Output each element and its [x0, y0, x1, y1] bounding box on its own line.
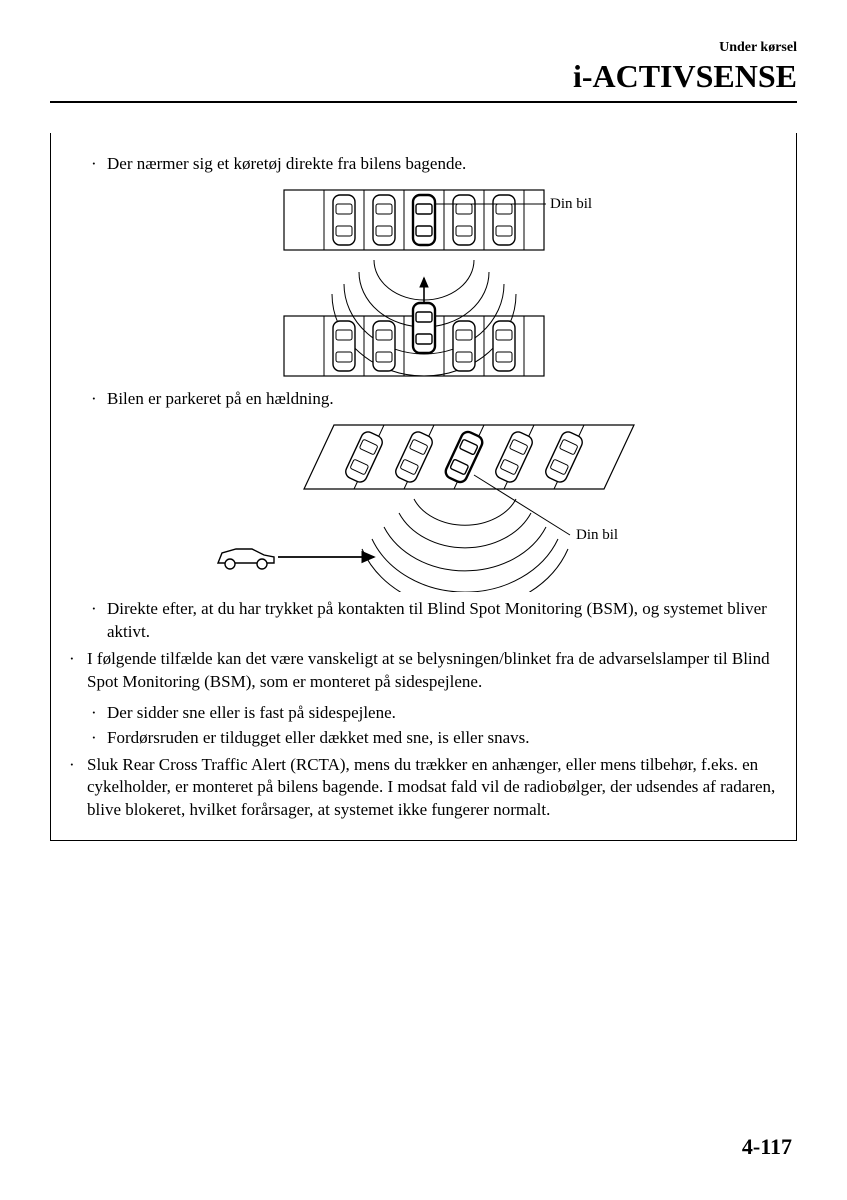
list-item: · I følgende tilfælde kan det være vansk…: [69, 648, 778, 694]
list-item: · Der nærmer sig et køretøj direkte fra …: [91, 153, 778, 176]
bullet-text: Der sidder sne eller is fast på sidespej…: [107, 702, 778, 725]
list-item: · Bilen er parkeret på en hældning.: [91, 388, 778, 411]
list-item: · Sluk Rear Cross Traffic Alert (RCTA), …: [69, 754, 778, 823]
header-rule: [50, 101, 797, 103]
list-item: · Der sidder sne eller is fast på sidesp…: [91, 702, 778, 725]
label-your-car-2: Din bil: [576, 527, 618, 543]
bullet-dot: ·: [91, 727, 107, 750]
bullet-dot: ·: [91, 598, 107, 644]
diagram-incline: Din bil: [184, 417, 664, 592]
bullet-text: Sluk Rear Cross Traffic Alert (RCTA), me…: [87, 754, 778, 823]
content-box: · Der nærmer sig et køretøj direkte fra …: [50, 133, 797, 841]
header-title: i-ACTIVSENSE: [50, 58, 797, 95]
bullet-dot: ·: [91, 388, 107, 411]
bullet-text: I følgende tilfælde kan det være vanskel…: [87, 648, 778, 694]
bullet-text: Bilen er parkeret på en hældning.: [107, 388, 778, 411]
bullet-text: Der nærmer sig et køretøj direkte fra bi…: [107, 153, 778, 176]
diagram-approach-rear: Din bil: [214, 182, 634, 382]
bullet-dot: ·: [69, 648, 87, 694]
bullet-dot: ·: [69, 754, 87, 823]
label-your-car: Din bil: [550, 196, 592, 212]
bullet-text: Fordørsruden er tildugget eller dækket m…: [107, 727, 778, 750]
list-item: · Direkte efter, at du har trykket på ko…: [91, 598, 778, 644]
header-section: Under kørsel: [50, 40, 797, 56]
bullet-text: Direkte efter, at du har trykket på kont…: [107, 598, 778, 644]
bullet-dot: ·: [91, 153, 107, 176]
page-header: Under kørsel i-ACTIVSENSE: [50, 40, 797, 103]
bullet-dot: ·: [91, 702, 107, 725]
page-number: 4-117: [742, 1134, 792, 1160]
list-item: · Fordørsruden er tildugget eller dækket…: [91, 727, 778, 750]
